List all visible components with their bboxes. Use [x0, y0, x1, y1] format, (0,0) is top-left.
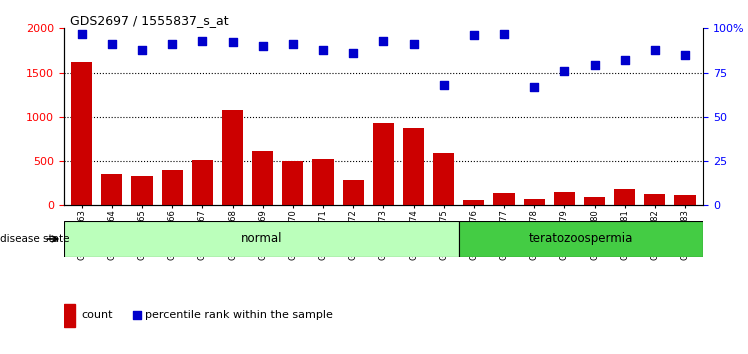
- Point: [408, 41, 420, 47]
- Bar: [614, 188, 635, 205]
- Bar: [282, 161, 304, 205]
- Point: [528, 84, 540, 90]
- Bar: [101, 175, 123, 205]
- Bar: [252, 151, 273, 205]
- Bar: [71, 62, 92, 205]
- Bar: [64, 221, 459, 257]
- Bar: [463, 200, 485, 205]
- Point: [227, 40, 239, 45]
- Text: teratozoospermia: teratozoospermia: [529, 233, 633, 245]
- Point: [438, 82, 450, 88]
- Point: [498, 31, 510, 36]
- Text: disease state: disease state: [0, 234, 70, 244]
- Bar: [132, 176, 153, 205]
- Bar: [403, 128, 424, 205]
- Bar: [524, 199, 545, 205]
- Bar: [313, 159, 334, 205]
- Point: [287, 41, 299, 47]
- Point: [377, 38, 389, 44]
- Point: [317, 47, 329, 52]
- Bar: [584, 198, 605, 205]
- Bar: [222, 110, 243, 205]
- Bar: [162, 170, 183, 205]
- Point: [468, 33, 479, 38]
- Text: GDS2697 / 1555837_s_at: GDS2697 / 1555837_s_at: [70, 14, 229, 27]
- Bar: [433, 153, 454, 205]
- Point: [106, 41, 118, 47]
- Bar: [675, 195, 696, 205]
- Text: count: count: [82, 310, 113, 320]
- Point: [679, 52, 691, 58]
- Point: [76, 31, 88, 36]
- Point: [197, 38, 209, 44]
- Point: [131, 312, 143, 318]
- Text: percentile rank within the sample: percentile rank within the sample: [145, 310, 334, 320]
- Text: normal: normal: [240, 233, 282, 245]
- Bar: [494, 193, 515, 205]
- Bar: [373, 123, 394, 205]
- Point: [619, 57, 631, 63]
- Bar: [64, 304, 75, 327]
- Point: [649, 47, 660, 52]
- Point: [589, 63, 601, 68]
- Bar: [343, 180, 364, 205]
- Point: [257, 43, 269, 49]
- Bar: [554, 192, 575, 205]
- Point: [136, 47, 148, 52]
- Bar: [191, 160, 213, 205]
- Bar: [644, 194, 666, 205]
- Point: [166, 41, 178, 47]
- Point: [347, 50, 359, 56]
- Point: [558, 68, 570, 74]
- Bar: [459, 221, 703, 257]
